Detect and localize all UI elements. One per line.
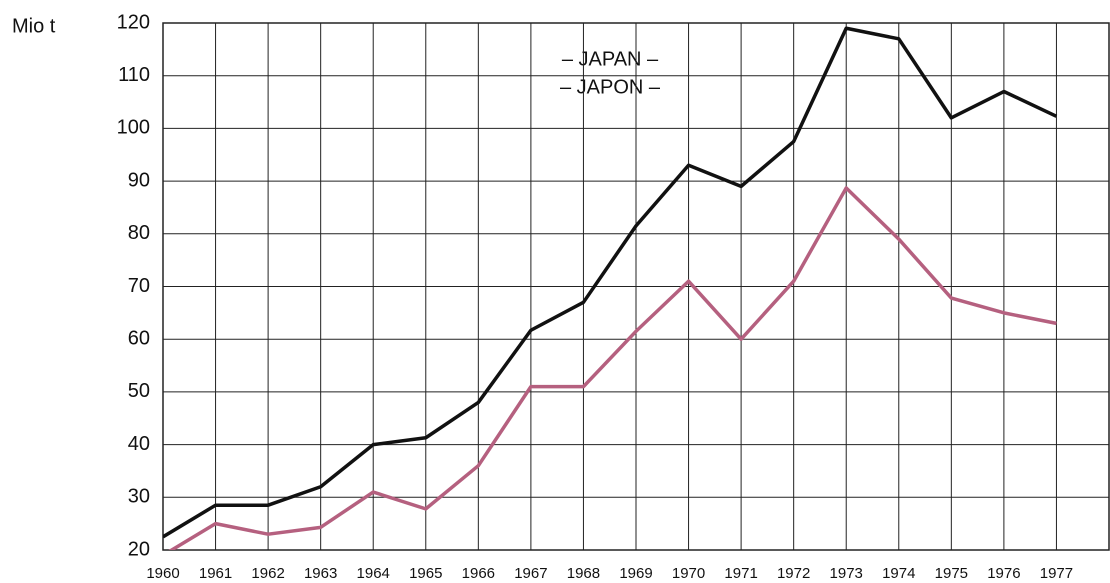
y-tick-label: 50 <box>128 380 150 402</box>
x-tick-label: 1977 <box>1040 565 1073 582</box>
chart-title: – JAPAN – <box>562 48 659 70</box>
x-tick-label: 1974 <box>882 565 915 582</box>
x-tick-label: 1964 <box>357 565 390 582</box>
y-tick-label: 120 <box>117 11 150 33</box>
chart-subtitle: – JAPON – <box>560 76 661 98</box>
x-tick-label: 1967 <box>514 565 547 582</box>
y-axis-label: Mio t <box>12 15 56 37</box>
x-tick-label: 1961 <box>199 565 232 582</box>
x-tick-label: 1962 <box>251 565 284 582</box>
x-tick-label: 1970 <box>672 565 705 582</box>
y-tick-label: 40 <box>128 433 150 455</box>
y-tick-label: 30 <box>128 486 150 508</box>
x-tick-label: 1965 <box>409 565 442 582</box>
x-tick-label: 1969 <box>619 565 652 582</box>
y-tick-label: 100 <box>117 117 150 139</box>
x-tick-label: 1960 <box>146 565 179 582</box>
x-tick-label: 1973 <box>830 565 863 582</box>
x-tick-label: 1976 <box>987 565 1020 582</box>
y-tick-label: 60 <box>128 327 150 349</box>
x-tick-label: 1971 <box>724 565 757 582</box>
y-tick-label: 20 <box>128 538 150 560</box>
x-tick-label: 1966 <box>462 565 495 582</box>
series-line <box>163 26 1058 539</box>
y-tick-label: 110 <box>118 64 150 86</box>
x-tick-label: 1968 <box>567 565 600 582</box>
series-line <box>168 186 1057 550</box>
x-tick-label: 1975 <box>935 565 968 582</box>
y-tick-label: 70 <box>128 275 150 297</box>
y-tick-label: 90 <box>128 169 150 191</box>
x-tick-label: 1963 <box>304 565 337 582</box>
x-tick-label: 1972 <box>777 565 810 582</box>
y-tick-label: 80 <box>128 222 150 244</box>
